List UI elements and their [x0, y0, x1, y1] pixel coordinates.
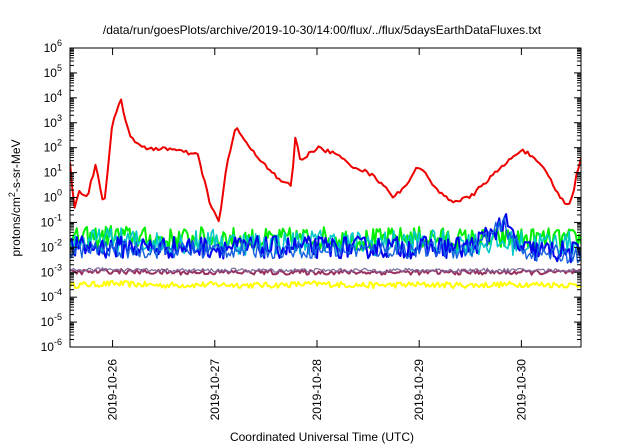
y-tick-label: 10-4: [41, 287, 62, 304]
y-axis: 10-610-510-410-310-210-11001011021031041…: [41, 38, 581, 354]
y-tick-label: 101: [44, 163, 62, 180]
y-tick-label: 10-5: [41, 312, 62, 329]
y-tick-label-base: 10: [41, 315, 55, 329]
x-tick-label: 2019-10-26: [106, 359, 120, 421]
series-line: [70, 216, 581, 264]
y-tick-label-base: 10: [41, 265, 55, 279]
y-tick-label-exp: -6: [54, 337, 62, 347]
y-tick-label-base: 10: [41, 340, 55, 354]
y-tick-label: 10-6: [41, 337, 62, 354]
y-tick-label-exp: 2: [57, 138, 62, 148]
y-tick-label-exp: 6: [57, 38, 62, 48]
y-tick-label-exp: -2: [54, 237, 62, 247]
y-axis-label: protons/cm2-s-sr-MeV: [7, 139, 23, 256]
y-tick-label-base: 10: [44, 116, 58, 130]
y-tick-label-base: 10: [44, 166, 58, 180]
y-tick-label: 10-3: [41, 262, 62, 279]
x-tick-label: 2019-10-27: [208, 359, 222, 421]
y-tick-label-base: 10: [44, 66, 58, 80]
y-tick-label-exp: 3: [57, 113, 62, 123]
y-tick-label-base: 10: [44, 191, 58, 205]
series-line: [70, 280, 581, 289]
y-tick-label-exp: 5: [57, 63, 62, 73]
series-line: [70, 98, 581, 223]
series-layer: [70, 98, 581, 289]
x-tick-label: 2019-10-29: [412, 359, 426, 421]
y-tick-label-exp: -5: [54, 312, 62, 322]
x-axis-label: Coordinated Universal Time (UTC): [230, 430, 414, 444]
y-tick-label: 103: [44, 113, 62, 130]
y-tick-label-base: 10: [44, 91, 58, 105]
y-axis-label-post: -s-sr-MeV: [9, 139, 23, 192]
y-tick-label-exp: 1: [57, 163, 62, 173]
x-tick-label: 2019-10-30: [514, 359, 528, 421]
y-tick-label: 106: [44, 38, 62, 55]
y-tick-label-exp: -3: [54, 262, 62, 272]
y-tick-label-base: 10: [44, 141, 58, 155]
y-tick-label: 10-1: [41, 212, 62, 229]
y-tick-label: 102: [44, 138, 62, 155]
y-tick-label-base: 10: [44, 41, 58, 55]
y-tick-label: 104: [44, 88, 62, 105]
y-tick-label-exp: 0: [57, 188, 62, 198]
series-line: [70, 225, 581, 252]
series-line: [70, 267, 581, 273]
y-axis-label-sup: 2: [7, 192, 17, 197]
y-tick-label: 100: [44, 188, 62, 205]
x-tick-label: 2019-10-28: [310, 359, 324, 421]
x-axis: 2019-10-26 2019-10-27 2019-10-28 2019-10-29…: [106, 48, 528, 421]
y-tick-label: 105: [44, 63, 62, 80]
y-tick-label-base: 10: [41, 240, 55, 254]
y-tick-label-exp: -1: [54, 212, 62, 222]
y-tick-label-exp: -4: [54, 287, 62, 297]
y-axis-label-pre: protons/cm: [9, 197, 23, 256]
y-tick-label-base: 10: [41, 290, 55, 304]
plot-frame: [69, 47, 582, 348]
y-tick-label-exp: 4: [57, 88, 62, 98]
y-tick-label: 10-2: [41, 237, 62, 254]
y-tick-label-base: 10: [41, 215, 55, 229]
chart-title: /data/run/goesPlots/archive/2019-10-30/1…: [103, 23, 542, 37]
